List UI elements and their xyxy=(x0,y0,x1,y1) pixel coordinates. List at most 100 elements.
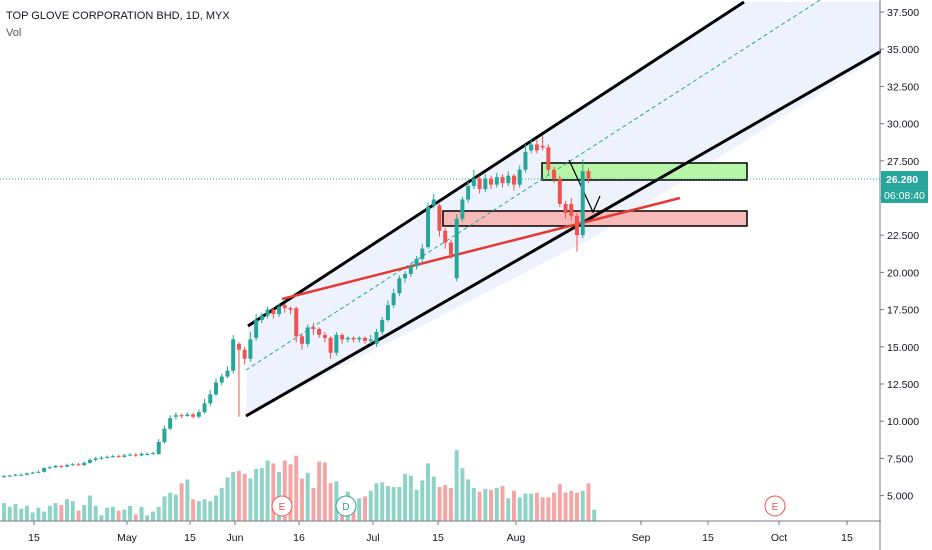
candle-body xyxy=(466,186,471,200)
candle-body xyxy=(529,144,534,151)
volume-bar xyxy=(219,487,224,521)
y-tick-label: 10.000 xyxy=(887,416,919,428)
candle-body xyxy=(128,454,133,456)
volume-bar xyxy=(408,475,413,521)
countdown-value: 06:08:40 xyxy=(884,190,925,202)
volume-bar xyxy=(506,498,511,521)
volume-bar xyxy=(557,484,562,521)
volume-bar xyxy=(231,471,236,521)
volume-bar xyxy=(500,486,505,521)
candle-body xyxy=(36,471,41,473)
volume-bar xyxy=(93,505,98,521)
candle-body xyxy=(82,462,87,466)
channel-fill xyxy=(246,2,932,416)
candle-body xyxy=(65,465,70,467)
volume-bar xyxy=(242,473,247,521)
volume-bar xyxy=(116,510,121,521)
candle-body xyxy=(122,455,127,457)
candle-body xyxy=(500,177,505,184)
volume-bar xyxy=(185,479,190,521)
candle-body xyxy=(443,230,448,243)
volume-bar xyxy=(380,482,385,521)
candle-body xyxy=(368,339,373,341)
resistance-zone xyxy=(541,162,748,181)
candle-body xyxy=(351,337,356,340)
candle-body xyxy=(99,457,104,459)
volume-bar xyxy=(534,492,539,521)
candle-body xyxy=(391,293,396,306)
candle-body xyxy=(494,177,499,185)
volume-bar xyxy=(7,506,12,521)
volume-bar xyxy=(552,492,557,521)
volume-bar xyxy=(322,462,327,521)
pattern-arrow xyxy=(568,159,601,214)
x-tick-label: 15 xyxy=(432,532,444,544)
candle-body xyxy=(506,175,511,184)
y-axis-panel xyxy=(881,0,932,550)
volume-bar xyxy=(82,504,87,521)
volume-bar xyxy=(105,507,110,521)
volume-bar xyxy=(30,512,35,521)
chart-title: TOP GLOVE CORPORATION BHD, 1D, MYX xyxy=(6,10,230,22)
volume-bar xyxy=(59,504,64,521)
candle-body xyxy=(70,464,75,466)
candle-body xyxy=(173,415,178,417)
event-marker-label: E xyxy=(279,502,286,513)
x-tick-label: 15 xyxy=(184,532,196,544)
volume-bar xyxy=(179,483,184,521)
volume-bar xyxy=(156,506,161,521)
volume-bar xyxy=(334,481,339,521)
volume-bar xyxy=(397,487,402,521)
volume-bars xyxy=(2,450,597,521)
candle-body xyxy=(534,144,539,151)
volume-bar xyxy=(305,472,310,521)
volume-bar xyxy=(391,487,396,521)
candle-body xyxy=(460,199,465,219)
candle-body xyxy=(53,465,58,468)
volume-bar xyxy=(426,463,431,521)
candle-body xyxy=(408,266,413,274)
candle-body xyxy=(133,454,138,456)
candle-body xyxy=(477,178,482,190)
candle-body xyxy=(317,328,322,335)
volume-bar xyxy=(150,511,155,521)
candle-body xyxy=(299,336,304,344)
volume-bar xyxy=(414,489,419,521)
x-tick-label: 15 xyxy=(841,532,853,544)
candle-body xyxy=(282,305,287,309)
candle-body xyxy=(563,203,568,213)
candle-body xyxy=(489,178,494,185)
candle-body xyxy=(196,412,201,417)
candle-body xyxy=(139,453,144,456)
candle-body xyxy=(7,475,12,477)
volume-bar xyxy=(2,503,6,521)
candle-body xyxy=(202,403,207,413)
volume-bar xyxy=(575,492,579,521)
volume-bar xyxy=(191,499,196,521)
volume-bar xyxy=(494,487,499,521)
x-tick-label: Jun xyxy=(227,532,244,544)
candle-body xyxy=(483,178,488,190)
volume-bar xyxy=(460,468,465,521)
channel-midline xyxy=(245,0,821,371)
x-tick-label: Oct xyxy=(771,532,787,544)
volume-bar xyxy=(122,509,127,521)
candle-body xyxy=(242,349,247,359)
y-tick-label: 30.000 xyxy=(887,119,919,131)
y-tick-label: 5.000 xyxy=(887,491,913,503)
volume-bar xyxy=(328,483,333,521)
volume-bar xyxy=(87,495,92,521)
candle-body xyxy=(2,476,6,478)
candle-body xyxy=(13,474,18,476)
y-tick-label: 27.500 xyxy=(887,156,919,168)
volume-bar xyxy=(431,476,436,521)
volume-bar xyxy=(311,487,316,521)
trend-line xyxy=(281,196,681,301)
volume-bar xyxy=(385,486,390,521)
candle-body xyxy=(271,309,276,315)
candle-body xyxy=(397,278,402,294)
volume-bar xyxy=(299,478,304,521)
candle-body xyxy=(30,472,35,474)
volume-bar xyxy=(517,497,522,521)
